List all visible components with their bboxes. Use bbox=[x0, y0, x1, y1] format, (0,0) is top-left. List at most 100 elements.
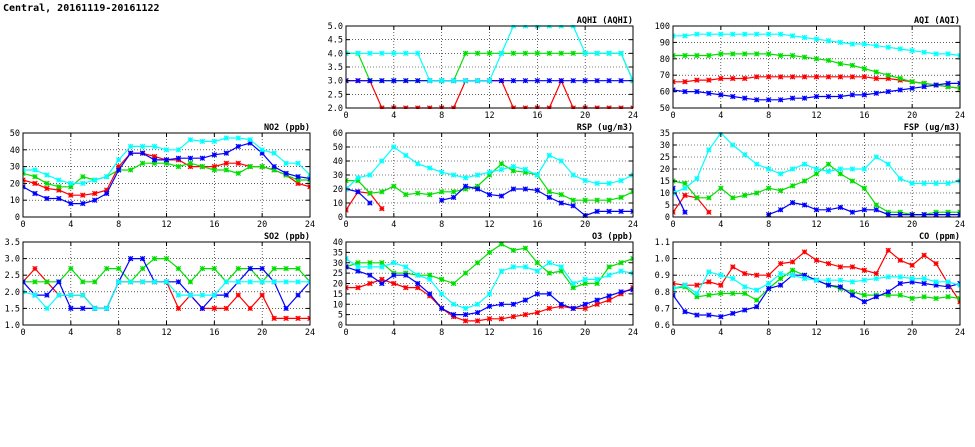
data-point-blue bbox=[682, 308, 688, 315]
data-point-blue bbox=[355, 268, 361, 274]
data-point-green bbox=[706, 52, 712, 59]
data-point-blue bbox=[933, 82, 939, 88]
data-point-green bbox=[789, 52, 796, 59]
data-point-red bbox=[849, 74, 856, 80]
data-point-cyan bbox=[789, 33, 796, 39]
data-point-red bbox=[825, 260, 832, 267]
y-tick-label: 30 bbox=[10, 163, 20, 173]
data-point-cyan bbox=[379, 264, 385, 270]
data-point-green bbox=[682, 180, 688, 187]
data-point-blue bbox=[367, 77, 373, 84]
data-point-blue bbox=[510, 77, 517, 84]
data-point-red bbox=[68, 192, 74, 198]
data-point-cyan bbox=[849, 166, 856, 172]
data-point-red bbox=[813, 257, 820, 263]
data-point-green bbox=[849, 289, 856, 295]
data-point-cyan bbox=[115, 157, 122, 163]
data-point-cyan bbox=[474, 172, 481, 178]
data-point-green bbox=[742, 290, 748, 297]
data-point-red bbox=[391, 280, 397, 287]
data-point-cyan bbox=[426, 276, 433, 283]
data-point-cyan bbox=[474, 77, 481, 84]
data-point-blue bbox=[56, 279, 62, 285]
data-point-cyan bbox=[56, 292, 62, 298]
data-point-cyan bbox=[187, 292, 194, 298]
data-point-blue bbox=[44, 195, 50, 202]
data-point-cyan bbox=[730, 275, 736, 282]
data-point-cyan bbox=[618, 268, 624, 274]
data-point-green bbox=[486, 249, 493, 256]
data-point-red bbox=[909, 262, 915, 268]
data-point-green bbox=[80, 173, 86, 180]
data-point-cyan bbox=[415, 161, 421, 167]
data-point-cyan bbox=[247, 279, 253, 285]
data-point-blue bbox=[558, 301, 564, 307]
data-point-red bbox=[403, 284, 409, 291]
data-point-red bbox=[546, 305, 553, 312]
data-point-cyan bbox=[175, 292, 182, 298]
data-point-green bbox=[825, 57, 832, 64]
x-tick-label: 24 bbox=[955, 111, 965, 121]
x-tick-label: 4 bbox=[391, 220, 396, 230]
x-tick-label: 8 bbox=[439, 328, 444, 338]
data-point-blue bbox=[921, 280, 927, 287]
data-point-cyan bbox=[283, 279, 289, 285]
x-tick-label: 24 bbox=[955, 220, 965, 230]
data-point-blue bbox=[283, 170, 289, 177]
chart-aqi: 50 60 70 80 90 100 0 4 8 12 16 20 24 AQI (AQI) bbox=[655, 16, 965, 121]
data-point-blue bbox=[223, 292, 230, 298]
data-point-blue bbox=[765, 97, 772, 103]
data-point-blue bbox=[909, 279, 915, 285]
data-point-green bbox=[510, 247, 517, 254]
data-point-blue bbox=[813, 93, 820, 100]
y-tick-label: 70 bbox=[660, 71, 670, 81]
data-point-red bbox=[682, 192, 688, 199]
data-point-red bbox=[283, 315, 289, 322]
x-tick-label: 0 bbox=[343, 328, 348, 338]
x-tick-label: 0 bbox=[343, 220, 348, 230]
x-tick-label: 4 bbox=[718, 111, 723, 121]
y-tick-label: 25 bbox=[660, 153, 670, 163]
data-point-green bbox=[897, 209, 903, 215]
data-point-cyan bbox=[777, 171, 784, 177]
data-point-cyan bbox=[32, 292, 38, 298]
x-tick-label: 16 bbox=[859, 328, 869, 338]
x-tick-label: 0 bbox=[20, 328, 25, 338]
series-group bbox=[23, 135, 310, 207]
data-point-red bbox=[837, 264, 844, 270]
y-tick-label: 40 bbox=[10, 146, 20, 156]
x-tick-label: 16 bbox=[209, 220, 219, 230]
data-point-blue bbox=[813, 207, 820, 213]
data-point-green bbox=[837, 60, 844, 67]
y-tick-label: 1.0 bbox=[655, 255, 670, 265]
chart-aqhi: 2.0 2.5 3.0 3.5 4.0 4.5 5.0 0 4 8 12 16 20 24 AQHI (AQ… bbox=[328, 16, 638, 121]
data-point-green bbox=[801, 54, 808, 60]
data-point-green bbox=[570, 50, 576, 57]
data-point-blue bbox=[546, 77, 553, 84]
data-point-blue bbox=[582, 77, 588, 84]
y-tick-label: 2.0 bbox=[5, 288, 20, 298]
data-point-red bbox=[730, 75, 736, 82]
y-tick-label: 100 bbox=[655, 22, 670, 32]
data-point-cyan bbox=[718, 31, 724, 37]
data-point-cyan bbox=[534, 172, 541, 178]
y-tick-label: 20 bbox=[333, 280, 343, 290]
data-point-blue bbox=[438, 197, 445, 203]
x-tick-label: 16 bbox=[532, 328, 542, 338]
data-point-cyan bbox=[813, 277, 820, 283]
data-point-red bbox=[730, 264, 736, 270]
data-point-green bbox=[594, 280, 600, 287]
data-point-cyan bbox=[103, 173, 110, 180]
data-point-blue bbox=[486, 303, 493, 310]
data-point-cyan bbox=[56, 177, 62, 183]
data-point-blue bbox=[570, 77, 576, 84]
x-tick-label: 16 bbox=[859, 111, 869, 121]
data-point-green bbox=[546, 50, 553, 57]
data-point-blue bbox=[486, 191, 493, 198]
data-point-blue bbox=[909, 85, 915, 92]
x-tick-label: 20 bbox=[907, 328, 917, 338]
data-point-cyan bbox=[801, 161, 808, 167]
data-point-blue bbox=[283, 305, 289, 312]
x-tick-label: 8 bbox=[766, 328, 771, 338]
x-tick-label: 20 bbox=[907, 111, 917, 121]
